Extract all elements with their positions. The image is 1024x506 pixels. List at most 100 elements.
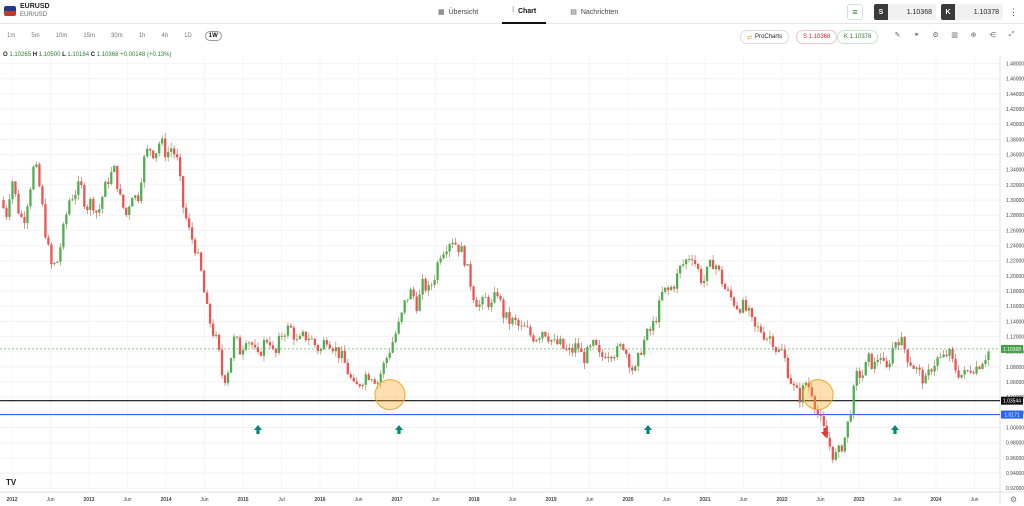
- timeframe-4h[interactable]: 4h: [161, 33, 169, 39]
- chart-type-icon[interactable]: ▥: [951, 32, 958, 39]
- timeframe-15m[interactable]: 15m: [83, 33, 96, 39]
- tradingview-logo: TV: [6, 478, 17, 487]
- candle-body: [448, 244, 451, 252]
- y-tick-label: 1.16000: [1006, 304, 1024, 310]
- settings-icon[interactable]: ⚙: [932, 32, 939, 39]
- sell-button[interactable]: S 1.10368: [796, 30, 838, 44]
- timeframe-10m[interactable]: 10m: [55, 33, 68, 39]
- y-tick-label: 1.36000: [1006, 153, 1024, 159]
- candle-body: [367, 374, 370, 381]
- candle-body: [780, 349, 784, 351]
- ohlc-open: 1.10265: [9, 52, 32, 58]
- candle-body: [544, 332, 547, 337]
- sell-quote-button[interactable]: S 1.10368: [874, 4, 936, 20]
- procharts-label: ProCharts: [755, 34, 783, 40]
- candle-body: [508, 312, 511, 324]
- tab-chart[interactable]: ⫶ Chart: [502, 0, 547, 24]
- candle-body: [391, 342, 394, 353]
- x-tick-label: Jun: [585, 497, 593, 503]
- candle-body: [181, 176, 185, 208]
- candle-body: [364, 374, 367, 385]
- more-options-icon[interactable]: ⋮: [1009, 6, 1018, 17]
- candle-body: [457, 244, 460, 253]
- indicators-icon[interactable]: ⚭: [913, 32, 920, 39]
- candle-body: [978, 366, 981, 370]
- candle-body: [337, 347, 340, 359]
- y-tick-label: 1.40000: [1006, 122, 1024, 128]
- procharts-icon: ⇄: [747, 34, 753, 41]
- candle-body: [334, 347, 337, 352]
- candle-body: [409, 289, 412, 300]
- candle-body: [176, 154, 179, 158]
- candle-body: [262, 340, 266, 356]
- timeframe-1w[interactable]: 1W: [204, 31, 222, 41]
- add-compare-icon[interactable]: ⊕: [970, 32, 977, 39]
- procharts-button[interactable]: ⇄ ProCharts: [740, 30, 790, 44]
- symbol-header[interactable]: EURUSD EUR/USD: [4, 3, 50, 19]
- candle-body: [173, 148, 176, 155]
- candle-body: [229, 358, 233, 373]
- candle-body: [161, 138, 164, 144]
- candle-body: [400, 312, 403, 322]
- timeframe-30m[interactable]: 30m: [111, 33, 123, 39]
- candle-body: [702, 280, 706, 283]
- timeframe-1h[interactable]: 1h: [138, 33, 146, 39]
- axis-settings-icon[interactable]: ⚙: [1009, 495, 1017, 504]
- tab-overview[interactable]: ▦ Übersicht: [428, 0, 488, 24]
- candle-body: [673, 286, 676, 289]
- y-tick-label: 0.94000: [1006, 471, 1024, 477]
- candle-body: [792, 383, 796, 386]
- candle-body: [562, 338, 565, 349]
- timeframe-1m[interactable]: 1m: [7, 33, 16, 39]
- candle-body: [789, 378, 793, 384]
- candle-body: [652, 321, 655, 331]
- candle-body: [732, 297, 736, 306]
- timeframe-1d[interactable]: 1D: [184, 33, 192, 39]
- candle-body: [798, 387, 802, 403]
- candle-body: [241, 349, 245, 355]
- sell-price: 1.10368: [888, 4, 936, 20]
- candle-body: [589, 345, 592, 348]
- candle-body: [768, 336, 772, 339]
- tab-news[interactable]: ▤ Nachrichten: [560, 0, 628, 24]
- candle-body: [113, 165, 116, 173]
- share-icon[interactable]: ⋲: [989, 32, 996, 39]
- price-chart[interactable]: 1.48000 1.46000 1.44000 1.42000 1.40000 1.380…: [0, 56, 1024, 506]
- candle-body: [143, 156, 146, 183]
- candle-body: [340, 350, 343, 359]
- candle-body: [556, 339, 559, 345]
- candle-body: [816, 409, 819, 415]
- candle-body: [690, 259, 694, 261]
- fullscreen-icon[interactable]: ⤢: [1008, 31, 1015, 38]
- timeframe-5m[interactable]: 5m: [31, 33, 40, 39]
- candle-body: [472, 286, 475, 300]
- y-tick-label: 1.48000: [1006, 62, 1024, 68]
- candle-body: [8, 199, 11, 217]
- candles-icon: ⫶: [512, 7, 514, 14]
- candle-body: [876, 359, 879, 363]
- candle-body: [945, 354, 948, 356]
- candle-body: [717, 265, 721, 270]
- y-tick-label: 1.00000: [1006, 426, 1024, 432]
- order-list-icon[interactable]: ≡: [847, 4, 863, 20]
- candle-body: [349, 374, 352, 378]
- candle-body: [538, 338, 541, 341]
- candle-body: [960, 374, 963, 378]
- draw-icon[interactable]: ✎: [894, 32, 901, 39]
- candle-body: [595, 339, 598, 345]
- candle-body: [592, 339, 595, 346]
- candle-body: [125, 207, 128, 215]
- buy-button[interactable]: K 1.10378: [837, 30, 879, 44]
- candle-body: [277, 335, 281, 353]
- candle-body: [565, 348, 568, 350]
- candle-body: [583, 351, 586, 364]
- candle-body: [433, 280, 436, 285]
- candle-body: [430, 284, 433, 286]
- candle-body: [346, 362, 349, 375]
- ohlc-close: 1.10368: [96, 52, 119, 58]
- candle-body: [661, 291, 664, 301]
- candle-body: [466, 264, 469, 266]
- buy-quote-button[interactable]: K 1.10378: [941, 4, 1003, 20]
- candle-body: [481, 297, 484, 305]
- x-tick-label: 2021: [699, 497, 710, 503]
